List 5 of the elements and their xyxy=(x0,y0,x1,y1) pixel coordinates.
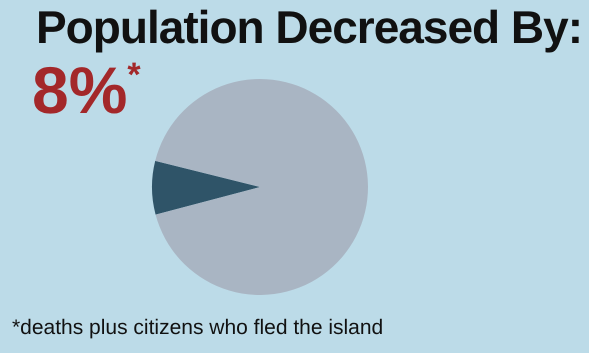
text: *deaths plus citizens who fled the island xyxy=(12,316,384,340)
chart-title: Population Decreased By: xyxy=(36,0,582,54)
text: 8%$^{*}$ xyxy=(32,53,141,127)
pie-slice xyxy=(152,160,260,215)
pie-slice xyxy=(155,79,368,295)
